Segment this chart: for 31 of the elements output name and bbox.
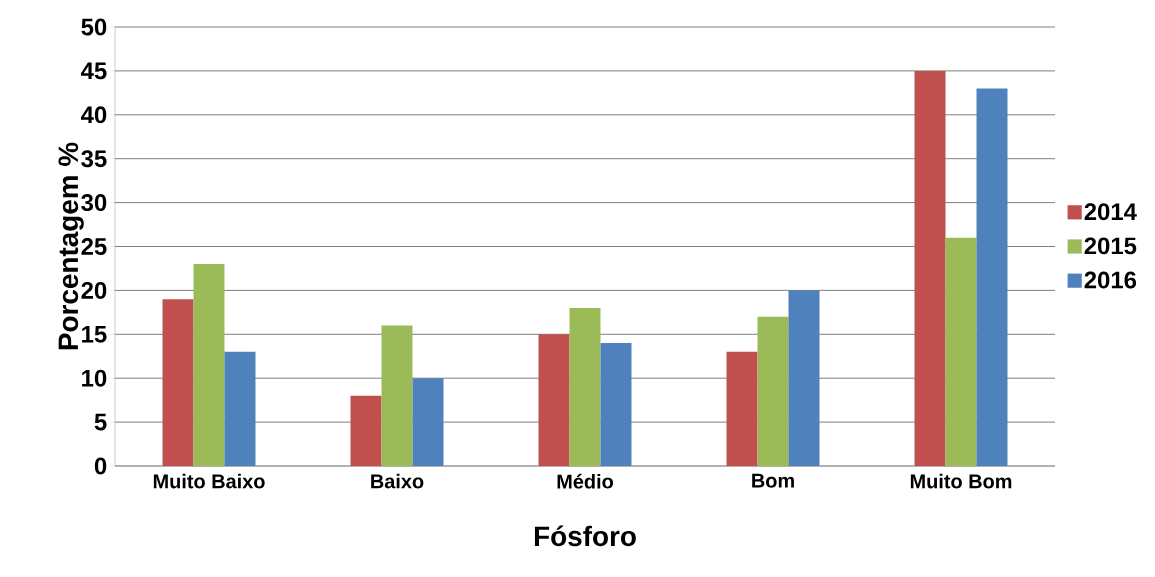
bar — [788, 290, 820, 466]
x-axis-title: Fósforo — [534, 525, 636, 547]
bar — [162, 299, 194, 466]
y-tick-label: 45 — [80, 62, 107, 80]
bar — [350, 395, 382, 466]
y-tick-label: 50 — [81, 18, 107, 36]
bar — [757, 316, 789, 466]
bar — [412, 378, 444, 466]
x-tick-label: Muito Bom — [910, 473, 1012, 489]
bar — [914, 70, 946, 466]
x-tick-label: Baixo — [371, 473, 424, 489]
bar — [976, 88, 1008, 466]
legend-label: 2015 — [1084, 237, 1137, 255]
bar — [600, 343, 632, 466]
y-tick-label: 40 — [80, 106, 107, 124]
bar — [569, 307, 601, 466]
x-tick-label: Bom — [752, 473, 794, 488]
y-tick-label: 10 — [82, 369, 107, 387]
bar — [381, 325, 413, 466]
legend-label: 2016 — [1084, 271, 1137, 289]
bar — [538, 334, 570, 466]
bar — [193, 264, 225, 466]
x-tick-label: Médio — [557, 473, 614, 489]
bar — [945, 237, 977, 466]
y-tick-label: 15 — [82, 325, 107, 343]
legend-label: 2014 — [1084, 203, 1137, 221]
y-tick-label: 0 — [94, 457, 107, 475]
y-tick-label: 5 — [94, 413, 107, 431]
x-tick-label: Muito Baixo — [153, 473, 265, 489]
bar — [726, 351, 758, 466]
bar — [224, 351, 256, 466]
